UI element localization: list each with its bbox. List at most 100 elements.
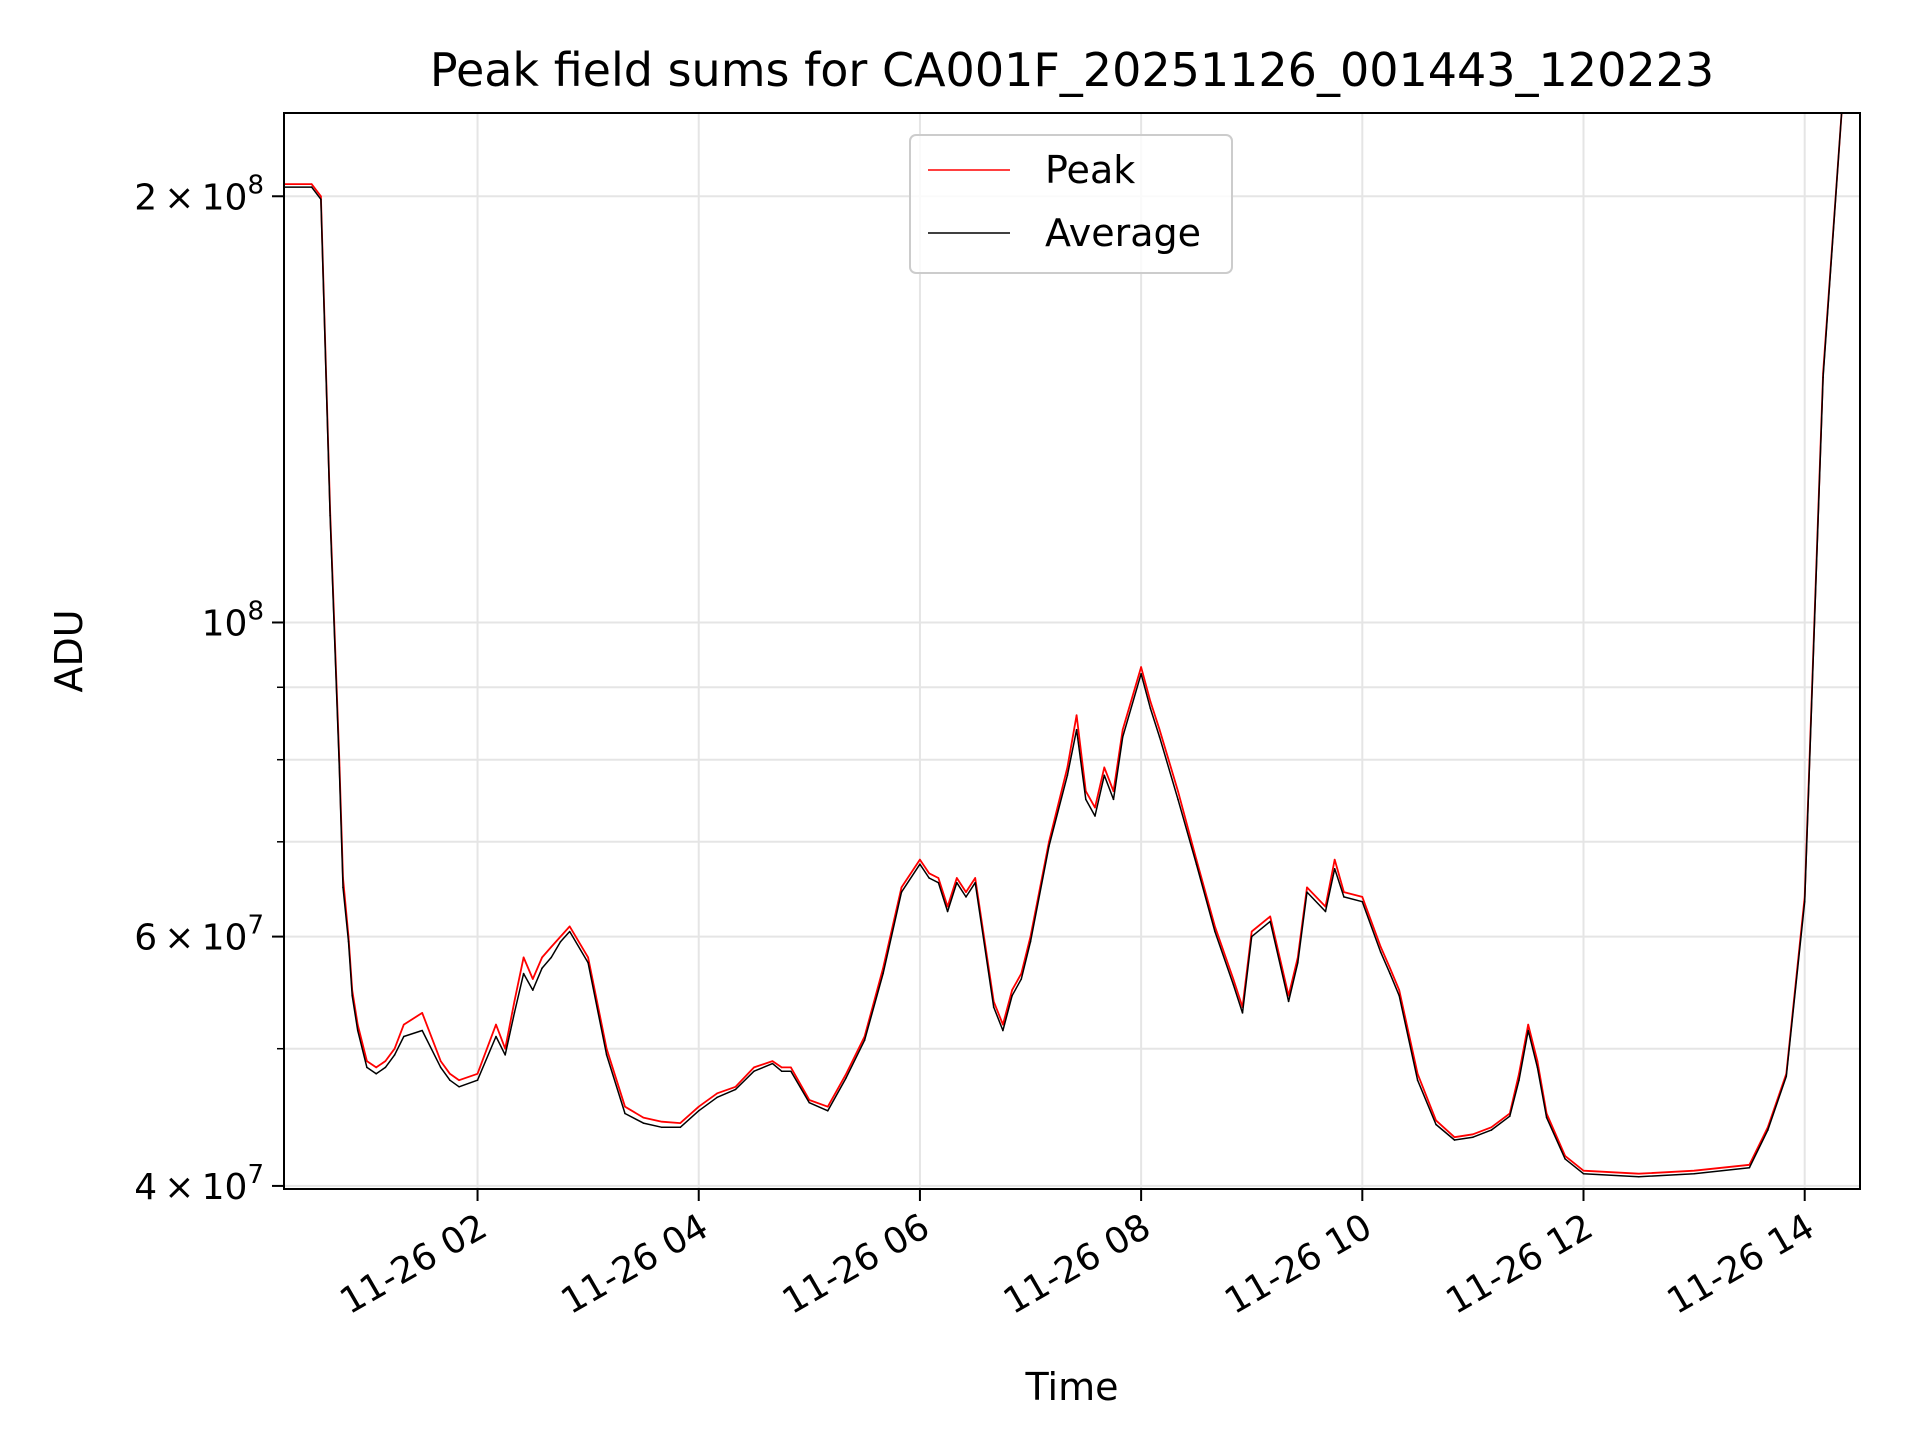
data-point-average <box>1582 1172 1585 1175</box>
data-point-peak <box>1582 1169 1585 1172</box>
data-point-peak <box>937 877 940 879</box>
data-point-peak <box>1343 891 1345 893</box>
data-point-peak <box>1158 728 1161 731</box>
data-point-average <box>1195 863 1198 865</box>
data-point-peak <box>550 946 553 948</box>
x-tick-label: 11-26 12 <box>1439 1206 1600 1322</box>
data-point-average <box>1416 1079 1419 1082</box>
data-point-average <box>826 1109 829 1112</box>
data-point-peak <box>919 858 921 861</box>
data-point-peak <box>642 1116 645 1119</box>
data-point-average <box>384 1066 387 1069</box>
data-point-peak <box>1121 728 1124 731</box>
data-point-peak <box>1011 989 1013 991</box>
series-lines <box>284 113 1843 1178</box>
data-point-average <box>780 1070 783 1073</box>
data-point-peak <box>1149 700 1152 702</box>
data-point-average <box>624 1112 626 1115</box>
data-point-peak <box>974 877 977 879</box>
data-point-peak <box>393 1047 396 1050</box>
data-point-peak <box>1638 1172 1640 1175</box>
data-point-average <box>882 972 884 975</box>
y-tick-label: 2 × 108 <box>134 170 264 218</box>
chart-title: Peak field sums for CA001F_20251126_0014… <box>430 43 1714 97</box>
data-point-average <box>342 886 344 889</box>
data-point-average <box>937 881 940 884</box>
data-point-peak <box>965 891 967 893</box>
data-point-average <box>1112 798 1115 801</box>
data-point-peak <box>587 956 589 959</box>
data-point-peak <box>310 183 313 185</box>
data-point-peak <box>845 1073 847 1075</box>
data-point-average <box>1177 798 1179 801</box>
data-point-peak <box>1306 886 1308 889</box>
data-point-peak <box>541 956 543 959</box>
legend-label-peak: Peak <box>1045 148 1135 192</box>
data-point-average <box>1748 1166 1751 1169</box>
data-point-average <box>1564 1158 1566 1160</box>
data-point-average <box>1490 1129 1493 1131</box>
data-point-average <box>504 1054 506 1056</box>
data-point-average <box>1453 1139 1456 1141</box>
data-point-peak <box>1490 1126 1493 1129</box>
x-tick-label: 11-26 08 <box>997 1206 1158 1322</box>
x-tick-label: 11-26 02 <box>333 1206 494 1322</box>
data-point-average <box>679 1126 682 1129</box>
data-point-peak <box>1103 766 1106 769</box>
data-point-peak <box>955 877 958 879</box>
data-point-average <box>863 1039 866 1041</box>
x-axis-ticks: 11-26 02 11-26 04 11-26 06 11-26 08 11-26 10… <box>333 1189 1821 1323</box>
data-point-average <box>642 1122 645 1124</box>
data-point-average <box>476 1079 479 1082</box>
data-point-average <box>375 1073 377 1075</box>
y-tick-label: 4 × 107 <box>134 1160 264 1208</box>
data-point-average <box>541 967 543 969</box>
data-point-peak <box>1177 790 1179 793</box>
data-point-peak <box>1379 946 1382 948</box>
data-point-peak <box>504 1047 506 1050</box>
data-point-average <box>900 891 903 893</box>
data-point-peak <box>1214 925 1216 928</box>
data-point-average <box>734 1088 737 1091</box>
data-point-peak <box>375 1066 377 1069</box>
data-point-average <box>1536 1066 1539 1069</box>
data-point-average <box>1435 1123 1437 1126</box>
data-point-average <box>845 1076 847 1079</box>
data-point-peak <box>1140 666 1142 668</box>
data-point-average <box>1767 1129 1769 1131</box>
data-point-peak <box>1287 994 1290 997</box>
data-point-peak <box>826 1105 829 1108</box>
data-point-peak <box>808 1099 811 1101</box>
data-point-average <box>753 1070 755 1073</box>
data-point-average <box>1785 1075 1788 1078</box>
data-point-peak <box>1536 1060 1539 1062</box>
data-point-average <box>513 1012 516 1014</box>
data-point-average <box>1472 1136 1474 1138</box>
data-point-peak <box>716 1092 718 1095</box>
data-point-peak <box>1472 1133 1474 1136</box>
data-point-average <box>1140 672 1142 675</box>
plot-frame <box>283 112 1861 1190</box>
data-point-average <box>1693 1172 1695 1175</box>
data-point-peak <box>320 195 322 198</box>
data-point-average <box>1306 891 1308 893</box>
data-point-peak <box>1361 896 1364 898</box>
data-point-average <box>1287 1000 1290 1003</box>
x-axis-label: Time <box>1025 1365 1119 1409</box>
data-point-peak <box>559 935 562 938</box>
data-point-average <box>1379 951 1382 953</box>
data-point-average <box>790 1070 792 1073</box>
data-point-average <box>697 1109 700 1112</box>
data-point-average <box>439 1066 442 1069</box>
data-point-average <box>421 1029 424 1032</box>
data-point-peak <box>771 1060 774 1062</box>
data-point-peak <box>1748 1163 1751 1166</box>
data-point-average <box>1545 1116 1548 1119</box>
data-point-average <box>1011 994 1013 997</box>
data-point-average <box>1075 728 1078 731</box>
data-point-average <box>1250 935 1253 938</box>
data-point-peak <box>495 1023 497 1026</box>
data-point-average <box>403 1035 405 1038</box>
data-point-peak <box>734 1085 737 1088</box>
